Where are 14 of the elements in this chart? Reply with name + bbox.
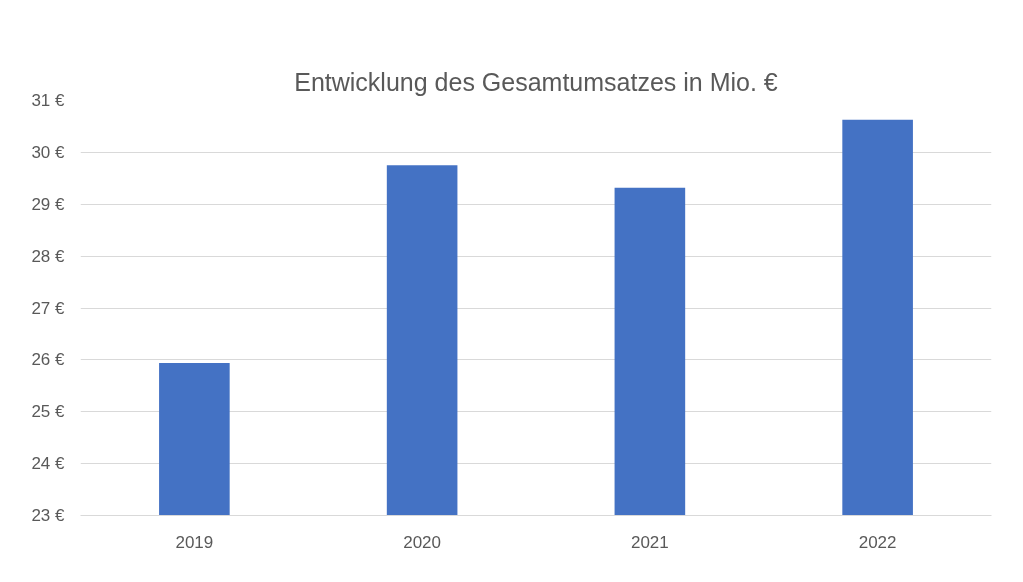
y-tick-label: 29 € — [31, 194, 66, 214]
y-tick-label: 26 € — [31, 350, 66, 370]
y-tick-label: 23 € — [31, 506, 66, 525]
y-tick-label: 28 € — [31, 246, 66, 266]
x-tick-label: 2021 — [630, 532, 669, 552]
chart-title: Entwicklung des Gesamtumsatzes in Mio. € — [294, 67, 778, 96]
y-tick-label: 30 € — [31, 142, 66, 162]
y-tick-label: 27 € — [31, 298, 66, 318]
y-tick-label: 31 € — [31, 91, 66, 110]
y-tick-label: 24 € — [31, 454, 66, 474]
x-tick-label: 2022 — [858, 532, 897, 552]
x-tick-label: 2019 — [175, 532, 214, 552]
x-tick-label: 2020 — [403, 532, 442, 552]
y-tick-label: 25 € — [31, 402, 66, 422]
